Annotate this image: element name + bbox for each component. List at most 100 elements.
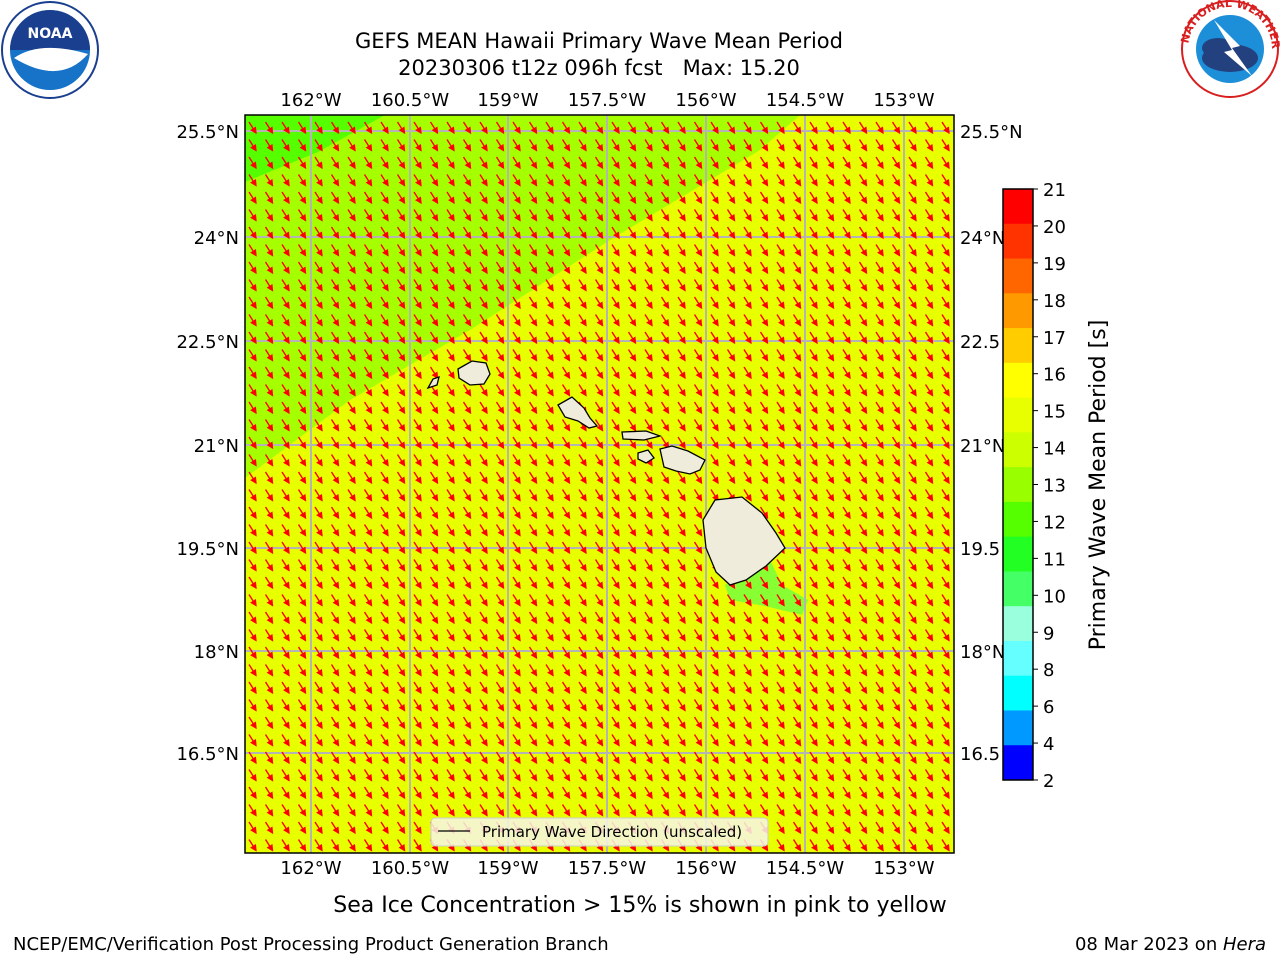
wave-arrow: [693, 244, 703, 257]
wave-arrow: [248, 191, 257, 205]
wave-arrow: [363, 366, 373, 380]
wave-arrow: [512, 314, 521, 327]
wave-arrow: [891, 401, 901, 415]
wave-arrow: [891, 139, 901, 152]
wave-arrow: [314, 314, 323, 327]
colorbar-tick-label: 14: [1043, 439, 1066, 460]
wave-arrow: [759, 296, 769, 310]
wave-arrow: [908, 331, 917, 345]
wave-arrow: [891, 314, 901, 327]
wave-arrow: [281, 226, 290, 240]
wave-arrow: [842, 314, 851, 327]
wave-arrow: [495, 279, 505, 292]
wave-arrow: [479, 244, 488, 257]
wave-arrow: [528, 261, 538, 275]
wave-arrow: [875, 384, 884, 397]
wave-arrow: [363, 156, 373, 170]
chart-subtitle: 20230306 t12z 096h fcst Max: 15.20: [398, 56, 800, 80]
wave-arrow: [908, 384, 917, 397]
wave-arrow: [660, 384, 670, 397]
wave-arrow: [594, 174, 604, 187]
wave-arrow: [330, 296, 340, 310]
wave-arrow: [264, 244, 274, 257]
wave-arrow: [347, 279, 356, 292]
colorbar-tick-label: 21: [1043, 180, 1066, 201]
lat-label-left: 16.5°N: [176, 744, 239, 765]
wave-arrow: [924, 261, 934, 275]
wave-arrow: [396, 156, 406, 170]
wave-arrow: [330, 279, 340, 292]
wave-arrow: [941, 191, 950, 205]
wave-arrow: [875, 349, 884, 362]
wave-arrow: [611, 261, 620, 275]
wave-arrow: [281, 314, 290, 327]
wave-arrow: [578, 279, 587, 292]
wave-arrow: [924, 331, 934, 345]
wave-arrow: [627, 261, 637, 275]
wave-arrow: [660, 191, 670, 205]
lat-label-left: 21°N: [194, 436, 239, 457]
wave-arrow: [776, 174, 785, 187]
wave-arrow: [611, 401, 620, 415]
wave-arrow: [396, 209, 406, 222]
wave-arrow: [347, 121, 356, 135]
wave-arrow: [561, 384, 571, 397]
wave-arrow: [545, 174, 554, 187]
wave-arrow: [759, 314, 769, 327]
wave-arrow: [347, 314, 356, 327]
wave-arrow: [693, 349, 703, 362]
wave-arrow: [611, 139, 620, 152]
wave-arrow: [429, 191, 439, 205]
wave-arrow: [396, 191, 406, 205]
wave-arrow: [429, 226, 439, 240]
wave-arrow: [825, 314, 835, 327]
wave-arrow: [479, 121, 488, 135]
colorbar-label: Primary Wave Mean Period [s]: [1086, 320, 1111, 651]
wave-arrow: [759, 174, 769, 187]
wave-arrow: [891, 331, 901, 345]
wave-arrow: [924, 191, 934, 205]
wave-arrow: [825, 401, 835, 415]
wave-arrow: [842, 331, 851, 345]
wave-arrow: [743, 191, 752, 205]
wave-arrow: [809, 244, 818, 257]
wave-arrow: [842, 366, 851, 380]
wave-arrow: [627, 244, 637, 257]
wave-arrow: [248, 209, 257, 222]
wave-arrow: [842, 261, 851, 275]
wave-arrow: [462, 331, 472, 345]
wave-arrow: [941, 279, 950, 292]
wave-arrow: [743, 209, 752, 222]
wave-arrow: [792, 209, 802, 222]
colorbar-segment: [1003, 432, 1033, 468]
wave-arrow: [314, 174, 323, 187]
wave-arrow: [792, 314, 802, 327]
wave-arrow: [924, 121, 934, 135]
wave-arrow: [908, 349, 917, 362]
wave-arrow: [693, 279, 703, 292]
wave-arrow: [644, 156, 653, 170]
wave-arrow: [660, 209, 670, 222]
wave-arrow: [330, 349, 340, 362]
wave-arrow: [330, 174, 340, 187]
wave-arrow: [297, 349, 307, 362]
wave-arrow: [578, 384, 587, 397]
wave-arrow: [380, 296, 389, 310]
wave-arrow: [545, 349, 554, 362]
wave-arrow: [693, 366, 703, 380]
wave-arrow: [842, 384, 851, 397]
wave-arrow: [776, 279, 785, 292]
wave-arrow: [512, 384, 521, 397]
wave-arrow: [594, 296, 604, 310]
wave-arrow: [875, 209, 884, 222]
wave-arrow: [941, 366, 950, 380]
wave-arrow: [330, 191, 340, 205]
wave-arrow: [462, 174, 472, 187]
wave-arrow: [891, 209, 901, 222]
wave-arrow: [347, 401, 356, 415]
colorbar-segment: [1003, 223, 1033, 260]
wave-arrow: [908, 139, 917, 152]
wave-arrow: [248, 331, 257, 345]
wave-arrow: [693, 226, 703, 240]
wave-arrow: [726, 174, 736, 187]
